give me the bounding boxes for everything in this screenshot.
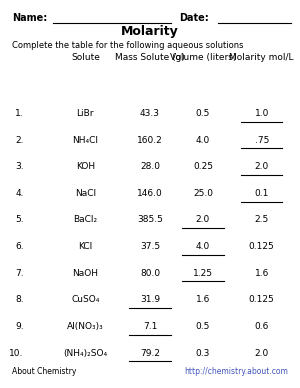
Text: 2.: 2. bbox=[15, 135, 24, 145]
Text: 1.6: 1.6 bbox=[254, 268, 269, 278]
Text: 2.0: 2.0 bbox=[196, 215, 210, 224]
Text: 7.: 7. bbox=[15, 268, 24, 278]
Text: 0.1: 0.1 bbox=[254, 189, 269, 198]
Text: 4.0: 4.0 bbox=[196, 242, 210, 251]
Text: 25.0: 25.0 bbox=[193, 189, 213, 198]
Text: KCl: KCl bbox=[78, 242, 92, 251]
Text: 0.25: 0.25 bbox=[193, 162, 213, 171]
Text: BaCl₂: BaCl₂ bbox=[73, 215, 98, 224]
Text: Complete the table for the following aqueous solutions: Complete the table for the following aqu… bbox=[12, 41, 243, 50]
Text: 0.5: 0.5 bbox=[196, 322, 210, 331]
Text: 2.0: 2.0 bbox=[255, 162, 269, 171]
Text: 43.3: 43.3 bbox=[140, 109, 160, 118]
Text: Volume (liters): Volume (liters) bbox=[170, 53, 236, 62]
Text: Name:: Name: bbox=[12, 13, 47, 23]
Text: NaOH: NaOH bbox=[72, 268, 98, 278]
Text: Date:: Date: bbox=[179, 13, 209, 23]
Text: LiBr: LiBr bbox=[76, 109, 94, 118]
Text: 80.0: 80.0 bbox=[140, 268, 160, 278]
Text: KOH: KOH bbox=[76, 162, 95, 171]
Text: Molarity: Molarity bbox=[121, 25, 179, 38]
Text: CuSO₄: CuSO₄ bbox=[71, 295, 100, 304]
Text: 5.: 5. bbox=[15, 215, 24, 224]
Text: 0.6: 0.6 bbox=[254, 322, 269, 331]
Text: 6.: 6. bbox=[15, 242, 24, 251]
Text: 1.0: 1.0 bbox=[254, 109, 269, 118]
Text: .75: .75 bbox=[254, 135, 269, 145]
Text: http://chemistry.about.com: http://chemistry.about.com bbox=[184, 367, 288, 376]
Text: 1.: 1. bbox=[15, 109, 24, 118]
Text: 10.: 10. bbox=[9, 348, 24, 357]
Text: 385.5: 385.5 bbox=[137, 215, 163, 224]
Text: 0.125: 0.125 bbox=[249, 295, 274, 304]
Text: 146.0: 146.0 bbox=[137, 189, 163, 198]
Text: 3.: 3. bbox=[15, 162, 24, 171]
Text: 1.6: 1.6 bbox=[196, 295, 210, 304]
Text: Molarity mol/L: Molarity mol/L bbox=[230, 53, 294, 62]
Text: 0.5: 0.5 bbox=[196, 109, 210, 118]
Text: 1.25: 1.25 bbox=[193, 268, 213, 278]
Text: Mass Solute (g): Mass Solute (g) bbox=[115, 53, 185, 62]
Text: Al(NO₃)₃: Al(NO₃)₃ bbox=[67, 322, 104, 331]
Text: 160.2: 160.2 bbox=[137, 135, 163, 145]
Text: About Chemistry: About Chemistry bbox=[12, 367, 76, 376]
Text: (NH₄)₂SO₄: (NH₄)₂SO₄ bbox=[63, 348, 107, 357]
Text: 0.125: 0.125 bbox=[249, 242, 274, 251]
Text: 2.5: 2.5 bbox=[255, 215, 269, 224]
Text: 79.2: 79.2 bbox=[140, 348, 160, 357]
Text: 37.5: 37.5 bbox=[140, 242, 160, 251]
Text: 9.: 9. bbox=[15, 322, 24, 331]
Text: 7.1: 7.1 bbox=[143, 322, 157, 331]
Text: NaCl: NaCl bbox=[75, 189, 96, 198]
Text: Solute: Solute bbox=[71, 53, 100, 62]
Text: 4.: 4. bbox=[15, 189, 24, 198]
Text: 2.0: 2.0 bbox=[255, 348, 269, 357]
Text: 0.3: 0.3 bbox=[196, 348, 210, 357]
Text: 8.: 8. bbox=[15, 295, 24, 304]
Text: NH₄Cl: NH₄Cl bbox=[72, 135, 98, 145]
Text: 31.9: 31.9 bbox=[140, 295, 160, 304]
Text: 4.0: 4.0 bbox=[196, 135, 210, 145]
Text: 28.0: 28.0 bbox=[140, 162, 160, 171]
